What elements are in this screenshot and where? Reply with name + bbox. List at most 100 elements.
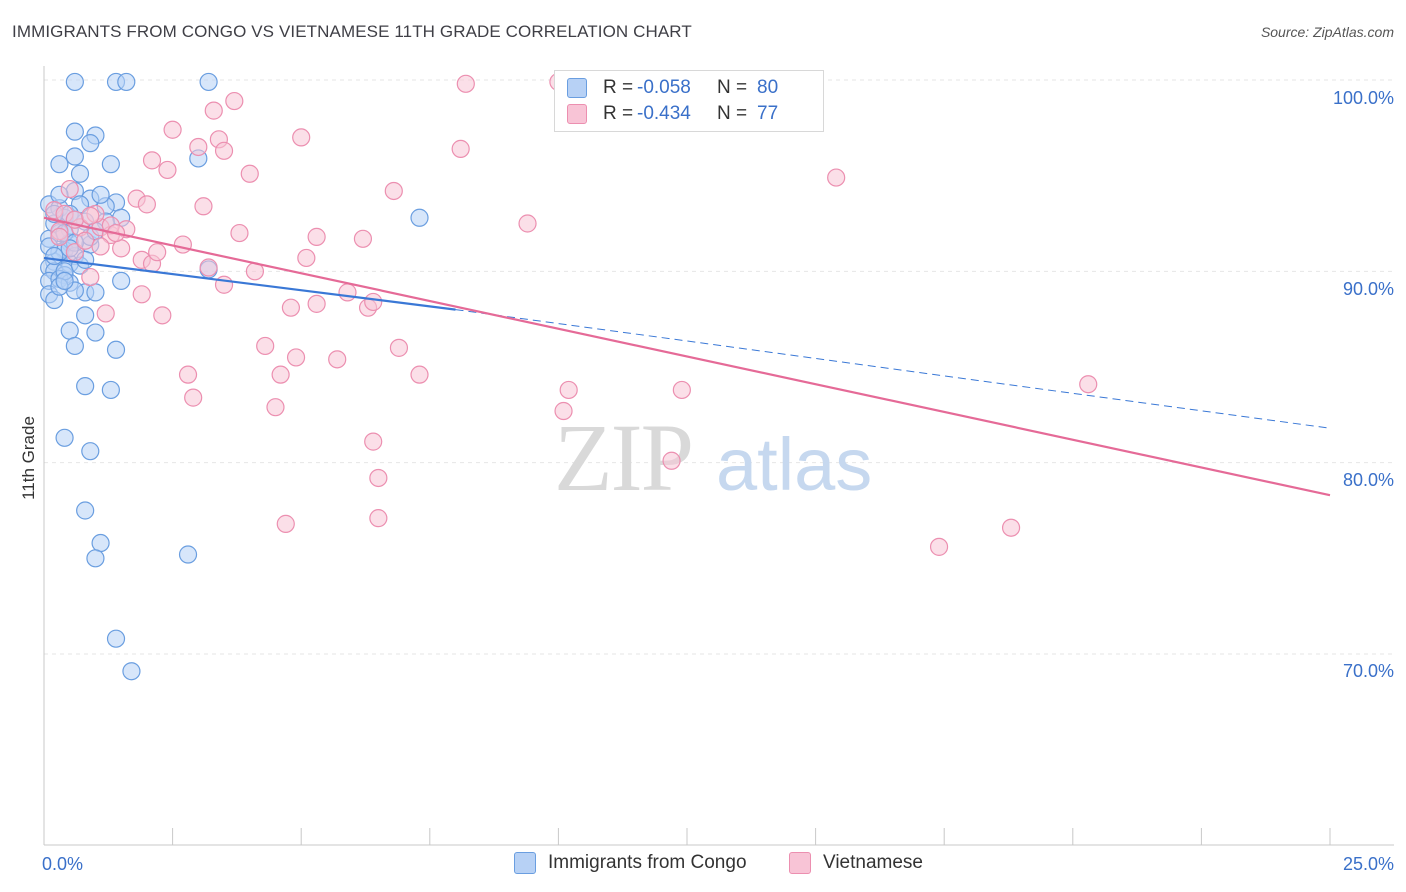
congo-point — [60, 321, 79, 340]
congo-point — [101, 155, 120, 174]
x-tick-label-min: 0.0% — [42, 854, 83, 874]
vietnamese-point — [1079, 375, 1098, 394]
congo-point — [106, 629, 126, 648]
congo-point — [65, 336, 84, 356]
vietnamese-point — [364, 432, 383, 451]
congo-point — [55, 428, 74, 447]
x-tick-label-max: 25.0% — [1343, 854, 1394, 874]
vietnamese-point — [225, 91, 244, 111]
congo-point — [65, 122, 84, 141]
vietnamese-point — [338, 283, 357, 302]
axis-labels: 11th Grade 0.0% 25.0% 100.0% 90.0% 80.0%… — [19, 88, 1394, 874]
vietnamese-point — [204, 101, 223, 120]
vietnamese-point — [81, 267, 100, 287]
vietnamese-point — [297, 248, 316, 268]
source-attribution: Source: ZipAtlas.com — [1260, 24, 1394, 40]
series-vietnamese-points — [45, 72, 1098, 556]
vietnamese-point — [65, 243, 84, 262]
vietnamese-point — [199, 258, 218, 277]
legend-n-value-vietnamese: 77 — [757, 103, 779, 124]
congo-point — [55, 271, 74, 290]
vietnamese-point — [328, 350, 347, 369]
vietnamese-point — [276, 514, 295, 533]
congo-point — [65, 72, 84, 92]
watermark: ZIP atlas — [554, 404, 872, 511]
congo-point — [122, 662, 141, 681]
congo-point — [178, 545, 198, 564]
congo-point — [101, 380, 120, 400]
vietnamese-point — [559, 380, 578, 400]
legend-r-value-congo: -0.058 — [637, 77, 691, 98]
legend-row-vietnamese: R = -0.434 N = 77 — [567, 103, 778, 125]
legend-r-label: R = — [603, 77, 634, 98]
congo-point — [65, 147, 84, 166]
bottom-legend-swatch-congo — [514, 852, 536, 874]
vietnamese-point — [158, 160, 177, 180]
y-tick-label-100: 100.0% — [1333, 88, 1394, 108]
watermark-atlas: atlas — [716, 423, 872, 506]
congo-point — [81, 442, 100, 461]
vietnamese-point — [178, 365, 198, 384]
congo-point — [76, 306, 95, 325]
legend-n-value-congo: 80 — [757, 77, 779, 98]
congo-point — [50, 155, 69, 174]
vietnamese-point — [266, 398, 285, 417]
vietnamese-trend-line — [43, 216, 1331, 497]
y-tick-label-70: 70.0% — [1343, 661, 1394, 681]
vietnamese-point — [112, 239, 131, 258]
vietnamese-point — [353, 229, 373, 248]
bottom-legend-swatch-vietnamese — [789, 852, 811, 874]
chart-title: IMMIGRANTS FROM CONGO VS VIETNAMESE 11TH… — [12, 22, 692, 41]
vietnamese-point — [518, 214, 537, 233]
congo-point — [91, 533, 110, 553]
vietnamese-point — [189, 137, 208, 157]
congo-point — [86, 283, 105, 302]
vietnamese-point — [281, 298, 301, 317]
vietnamese-point — [50, 227, 69, 246]
series-congo-points — [40, 72, 429, 681]
vietnamese-point — [369, 468, 388, 488]
vietnamese-point — [173, 235, 192, 254]
vietnamese-point — [292, 128, 311, 147]
legend-r-label: R = — [603, 103, 634, 124]
vietnamese-point — [76, 231, 95, 250]
vietnamese-point — [451, 139, 470, 158]
vietnamese-point — [662, 451, 681, 470]
vietnamese-point — [286, 348, 306, 367]
bottom-legend-label-congo: Immigrants from Congo — [548, 852, 747, 873]
bottom-legend-label-vietnamese: Vietnamese — [823, 852, 923, 873]
vietnamese-point — [369, 509, 388, 528]
legend-swatch-congo — [567, 78, 587, 98]
vietnamese-point — [384, 181, 403, 201]
axes — [43, 66, 1394, 846]
trend-lines — [43, 216, 1331, 497]
vietnamese-point — [184, 388, 203, 407]
congo-point — [106, 340, 126, 359]
vietnamese-point — [456, 74, 475, 93]
legend-n-label: N = — [717, 77, 748, 98]
vietnamese-point — [554, 401, 573, 421]
vietnamese-point — [163, 120, 182, 139]
vietnamese-point — [827, 168, 846, 187]
vietnamese-point — [230, 223, 249, 243]
congo-point — [91, 185, 110, 204]
legend-n-label: N = — [717, 103, 748, 124]
vietnamese-point — [153, 306, 172, 325]
congo-point — [112, 271, 131, 290]
legend-row-congo: R = -0.058 N = 80 — [567, 77, 778, 99]
legend-r-value-vietnamese: -0.434 — [637, 103, 691, 124]
y-tick-label-90: 90.0% — [1343, 279, 1394, 299]
congo-point — [410, 208, 429, 227]
congo-point — [76, 377, 95, 396]
vietnamese-point — [1001, 518, 1021, 537]
vietnamese-point — [929, 537, 949, 556]
congo-point — [199, 72, 218, 92]
congo-point — [86, 323, 105, 342]
vietnamese-point — [672, 380, 691, 400]
vietnamese-point — [307, 227, 326, 246]
vietnamese-point — [96, 304, 115, 323]
vietnamese-point — [240, 164, 259, 183]
vietnamese-point — [307, 294, 326, 313]
vietnamese-point — [389, 338, 409, 357]
